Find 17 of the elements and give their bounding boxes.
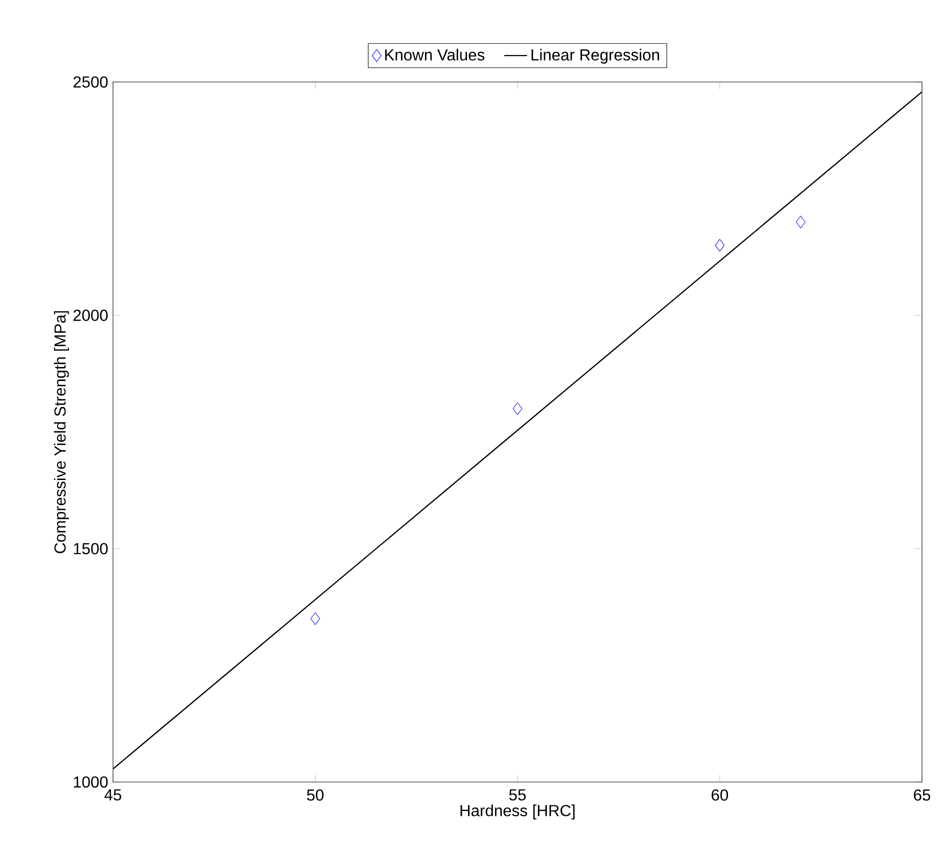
point — [796, 216, 806, 228]
point — [714, 239, 725, 252]
x-tick-label: 60 — [712, 789, 728, 801]
x-tick-label: 55 — [509, 789, 526, 801]
x-tick-label: 65 — [914, 789, 930, 801]
point — [512, 402, 522, 415]
legend-label: Known Values — [385, 48, 484, 61]
y-tick-label: 1000 — [74, 776, 108, 788]
legend-label: Linear Regression — [532, 48, 660, 64]
x-tick-label: 50 — [307, 789, 324, 801]
point — [310, 612, 320, 625]
y-axis-title: Compressive Yield Strength [MPa] — [54, 311, 69, 554]
x-axis-title: Hardness [HRC] — [460, 804, 575, 820]
y-tick-label: 1500 — [74, 542, 108, 554]
y-tick-label: 2000 — [73, 310, 108, 321]
y-tick-label: 2500 — [73, 76, 108, 88]
x-tick-label: 45 — [104, 789, 122, 801]
